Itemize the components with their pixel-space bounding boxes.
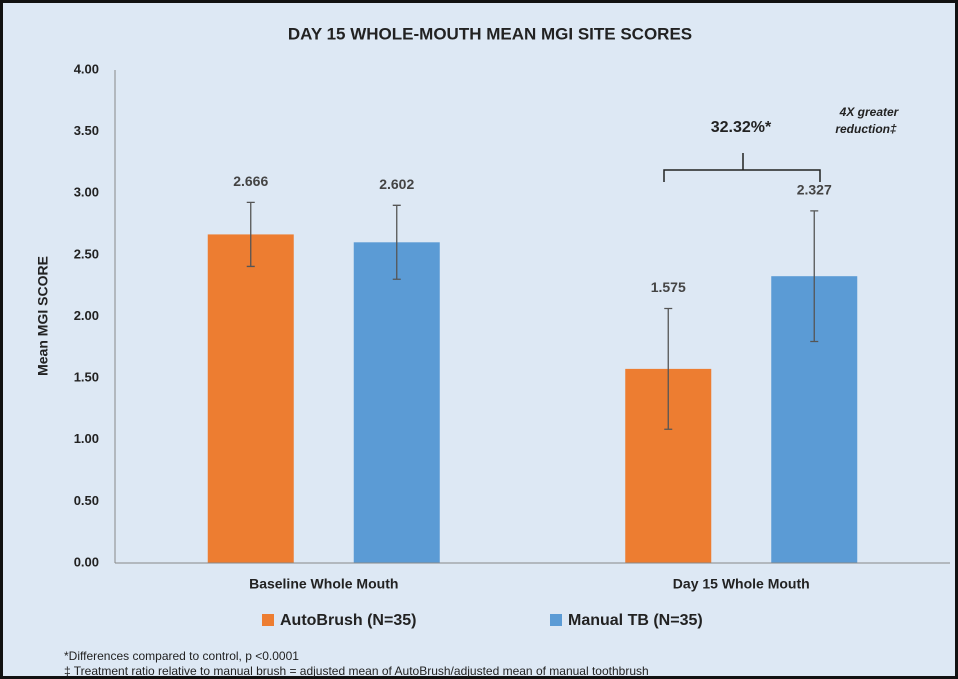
y-tick-label: 4.00 — [74, 61, 99, 76]
legend-label: Manual TB (N=35) — [568, 612, 703, 629]
error-bar — [246, 201, 255, 268]
y-tick-label: 1.00 — [74, 431, 99, 446]
bar — [207, 234, 294, 563]
bar — [353, 242, 440, 563]
y-tick-label: 0.00 — [74, 554, 99, 569]
y-tick-label: 1.50 — [74, 370, 99, 385]
data-label: 2.602 — [379, 176, 414, 192]
legend-swatch — [550, 614, 562, 626]
error-bar — [392, 204, 401, 280]
legend-label: AutoBrush (N=35) — [280, 612, 416, 629]
bracket — [663, 153, 821, 182]
x-tick-label: Day 15 Whole Mouth — [673, 576, 810, 592]
y-tick-label: 2.00 — [74, 308, 99, 323]
x-tick-label: Baseline Whole Mouth — [249, 576, 398, 592]
annotation: 4X greater — [839, 105, 900, 119]
data-label: 2.666 — [233, 173, 268, 189]
chart-title: DAY 15 WHOLE-MOUTH MEAN MGI SITE SCORES — [288, 24, 692, 43]
y-tick-label: 0.50 — [74, 493, 99, 508]
annotation: 32.32%* — [711, 119, 772, 136]
footnote: *Differences compared to control, p <0.0… — [64, 649, 299, 663]
y-axis-label: Mean MGI SCORE — [35, 256, 51, 376]
y-tick-label: 3.00 — [74, 185, 99, 200]
y-tick-label: 3.50 — [74, 123, 99, 138]
annotation: reduction‡ — [835, 122, 897, 136]
data-label: 2.327 — [797, 182, 832, 198]
footnote: ‡ Treatment ratio relative to manual bru… — [64, 664, 649, 678]
y-tick-label: 2.50 — [74, 246, 99, 261]
legend-swatch — [262, 614, 274, 626]
error-bar — [810, 210, 819, 343]
data-label: 1.575 — [651, 279, 686, 295]
error-bar — [664, 307, 673, 430]
